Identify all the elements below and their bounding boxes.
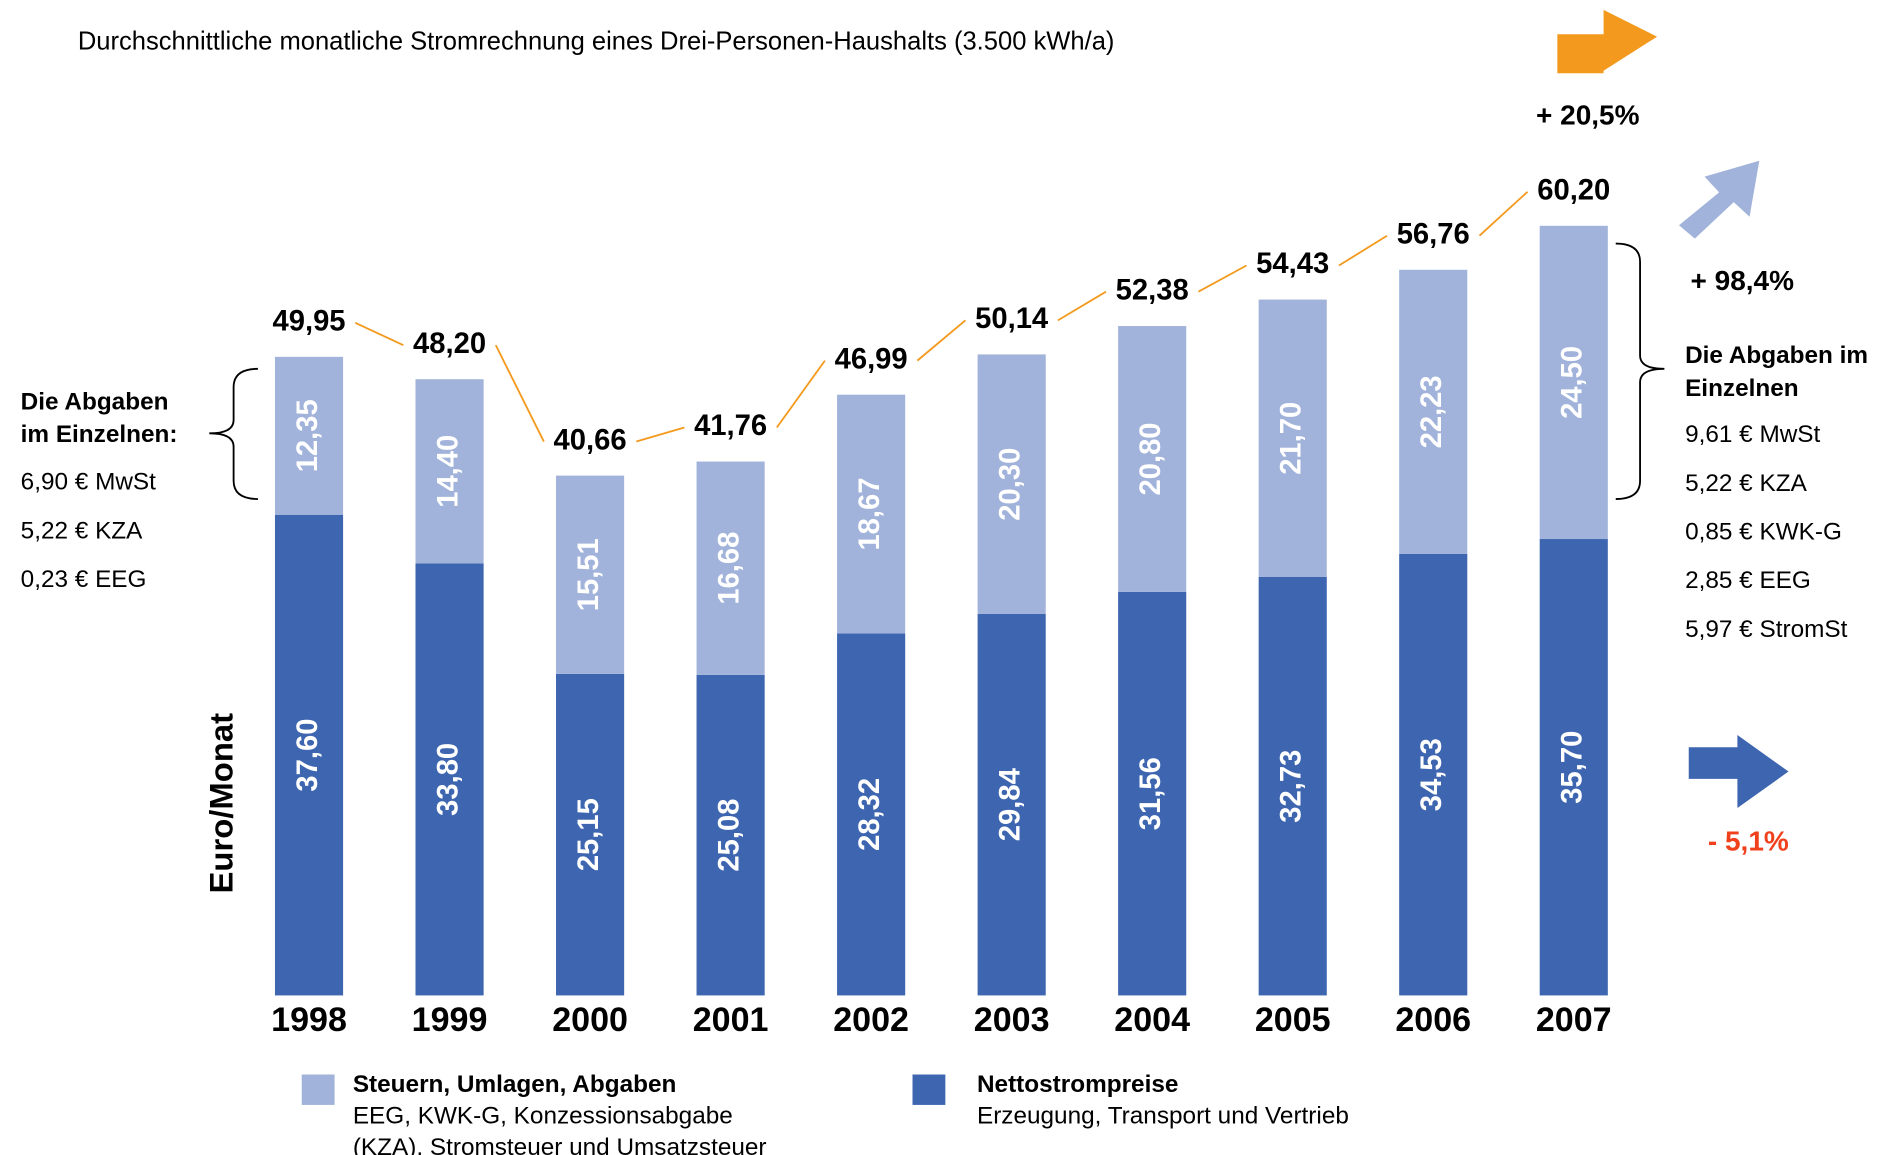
annotation-heading: Die Abgaben im bbox=[1685, 342, 1868, 369]
bar-segment bbox=[1539, 539, 1608, 996]
bar-segment bbox=[1258, 299, 1327, 577]
segment-label: 18,67 bbox=[854, 478, 886, 551]
segment-label: 34,53 bbox=[1416, 738, 1448, 811]
arrow-total bbox=[1557, 9, 1658, 74]
annotation-item: 5,97 € StromSt bbox=[1685, 616, 1848, 643]
total-label: 54,43 bbox=[1256, 248, 1329, 280]
x-tick-label: 2004 bbox=[1114, 1001, 1190, 1039]
segment-label: 15,51 bbox=[573, 538, 605, 611]
total-label: 49,95 bbox=[273, 305, 346, 337]
change-net: - 5,1% bbox=[1708, 826, 1789, 857]
segment-label: 14,40 bbox=[432, 435, 464, 508]
bar-segment bbox=[977, 613, 1046, 996]
segment-label: 29,84 bbox=[994, 767, 1026, 841]
brace-left bbox=[209, 367, 258, 500]
y-axis-label: Euro/Monat bbox=[203, 713, 240, 894]
total-label: 46,99 bbox=[835, 343, 908, 375]
annotation-heading: Einzelnen bbox=[1685, 375, 1799, 402]
bar-segment bbox=[696, 674, 765, 996]
legend-description: (KZA), Stromsteuer und Umsatzsteuer bbox=[353, 1134, 767, 1155]
segment-label: 31,56 bbox=[1135, 757, 1167, 830]
segment-label: 24,50 bbox=[1556, 346, 1588, 419]
arrow-net bbox=[1688, 735, 1789, 809]
annotation-item: 5,22 € KZA bbox=[1685, 470, 1807, 497]
annotation-item: 5,22 € KZA bbox=[21, 517, 143, 544]
legend-swatch bbox=[301, 1074, 335, 1105]
bar-segment bbox=[1399, 553, 1468, 996]
bar-segment bbox=[1399, 269, 1468, 554]
x-tick-label: 2000 bbox=[552, 1001, 628, 1039]
total-label: 50,14 bbox=[975, 303, 1049, 335]
total-trend bbox=[1197, 264, 1247, 293]
segment-label: 25,15 bbox=[573, 798, 605, 871]
bar-segment bbox=[415, 379, 484, 564]
bar-segment bbox=[696, 461, 765, 675]
segment-label: 25,08 bbox=[713, 799, 745, 872]
annotation-heading: im Einzelnen: bbox=[21, 421, 178, 448]
brace-right bbox=[1615, 242, 1665, 500]
bar-segment bbox=[837, 394, 906, 634]
segment-label: 32,73 bbox=[1275, 750, 1307, 823]
total-label: 56,76 bbox=[1397, 218, 1470, 250]
change-total: + 20,5% bbox=[1536, 99, 1640, 130]
segment-label: 22,23 bbox=[1416, 375, 1448, 448]
total-trend bbox=[636, 426, 685, 443]
change-taxes: + 98,4% bbox=[1691, 265, 1795, 296]
total-trend bbox=[1057, 290, 1107, 322]
total-label: 40,66 bbox=[554, 424, 627, 456]
bar-segment bbox=[556, 475, 625, 674]
segment-label: 16,68 bbox=[713, 532, 745, 605]
total-label: 60,20 bbox=[1537, 174, 1610, 206]
annotation-item: 0,23 € EEG bbox=[21, 566, 147, 593]
total-label: 41,76 bbox=[694, 410, 767, 442]
x-tick-label: 2002 bbox=[833, 1001, 909, 1039]
segment-label: 20,30 bbox=[994, 448, 1026, 521]
total-trend bbox=[1478, 191, 1529, 237]
x-tick-label: 2007 bbox=[1536, 1001, 1612, 1039]
segment-label: 28,32 bbox=[854, 778, 886, 851]
x-tick-label: 2006 bbox=[1395, 1001, 1471, 1039]
bar-segment bbox=[1539, 225, 1608, 540]
annotation-heading: Die Abgaben bbox=[21, 388, 169, 415]
annotation-item: 0,85 € KWK-G bbox=[1685, 519, 1842, 546]
segment-label: 37,60 bbox=[292, 719, 324, 792]
segment-label: 12,35 bbox=[292, 399, 324, 472]
segment-label: 20,80 bbox=[1135, 422, 1167, 495]
bar-segment bbox=[1118, 326, 1187, 592]
chart-title: Durchschnittliche monatliche Stromrechnu… bbox=[78, 28, 1115, 56]
legend-description: EEG, KWK-G, Konzessionsabgabe bbox=[353, 1103, 733, 1130]
bar-segment bbox=[274, 356, 344, 515]
bar-segment bbox=[837, 633, 906, 996]
x-tick-label: 2001 bbox=[693, 1001, 769, 1039]
legend-label: Steuern, Umlagen, Abgaben bbox=[353, 1071, 677, 1098]
total-label: 52,38 bbox=[1116, 274, 1189, 306]
x-tick-label: 2005 bbox=[1255, 1001, 1331, 1039]
x-tick-label: 1998 bbox=[271, 1001, 347, 1039]
bar-segment bbox=[977, 354, 1046, 614]
annotation-item: 2,85 € EEG bbox=[1685, 567, 1811, 594]
segment-label: 35,70 bbox=[1556, 731, 1588, 804]
total-trend bbox=[1338, 234, 1388, 267]
x-tick-label: 2003 bbox=[974, 1001, 1050, 1039]
legend-description: Erzeugung, Transport und Vertrieb bbox=[977, 1103, 1349, 1130]
total-trend bbox=[776, 360, 826, 429]
total-label: 48,20 bbox=[413, 328, 486, 360]
bar-segment bbox=[415, 563, 484, 996]
annotation-item: 6,90 € MwSt bbox=[21, 469, 156, 496]
legend-swatch bbox=[912, 1074, 946, 1105]
legend-label: Nettostrompreise bbox=[977, 1071, 1178, 1098]
bar-segment bbox=[1118, 591, 1187, 996]
total-trend bbox=[494, 344, 545, 442]
total-trend bbox=[354, 321, 404, 346]
segment-label: 21,70 bbox=[1275, 402, 1307, 475]
total-trend bbox=[916, 319, 967, 362]
bar-segment bbox=[556, 673, 625, 996]
arrow-taxes bbox=[1679, 160, 1760, 239]
annotation-item: 9,61 € MwSt bbox=[1685, 421, 1820, 448]
x-tick-label: 1999 bbox=[412, 1001, 488, 1039]
segment-label: 33,80 bbox=[432, 743, 464, 816]
bar-segment bbox=[1258, 576, 1327, 996]
bar-segment bbox=[274, 514, 344, 996]
